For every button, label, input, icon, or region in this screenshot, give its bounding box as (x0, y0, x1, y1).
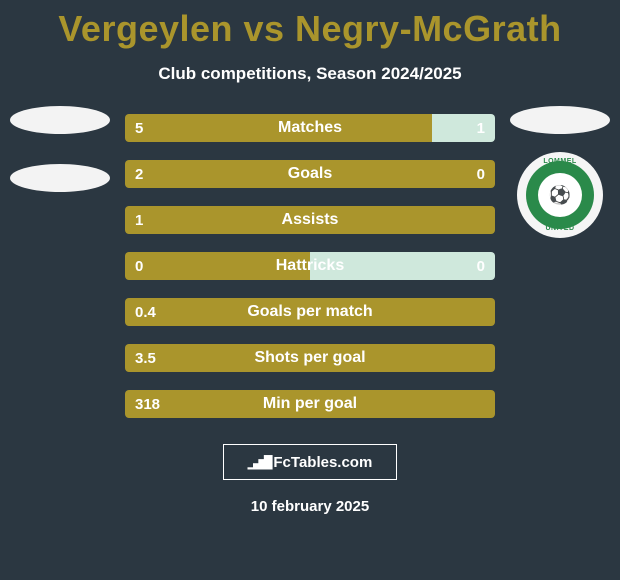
stat-bar: Goals20 (125, 160, 495, 188)
club-text-bottom: UNITED (517, 225, 603, 232)
bar-segment-right (432, 114, 495, 142)
comparison-infographic: Vergeylen vs Negry-McGrath Club competit… (0, 0, 620, 580)
page-title: Vergeylen vs Negry-McGrath (0, 0, 620, 50)
footer-date: 10 february 2025 (0, 498, 620, 515)
stat-bars: Matches51 Goals20 Assists1 Hattricks00 Goals… (125, 114, 495, 418)
right-badge-placeholder-1 (510, 106, 610, 134)
bar-segment-full (125, 298, 495, 326)
bar-segment-left (125, 160, 495, 188)
stat-bar: Matches51 (125, 114, 495, 142)
stat-bar: Goals per match0.4 (125, 298, 495, 326)
club-center: ⚽ (538, 173, 582, 217)
bar-segment-full (125, 344, 495, 372)
bar-segment-full (125, 206, 495, 234)
left-badge-placeholder-2 (10, 164, 110, 192)
bar-segment-full (125, 390, 495, 418)
chart-area: LOMMEL ⚽ UNITED Matches51 Goals20 Assists1… (0, 114, 620, 418)
page-subtitle: Club competitions, Season 2024/2025 (0, 64, 620, 84)
stat-bar: Hattricks00 (125, 252, 495, 280)
brand-box: ▁▃▅▇ FcTables.com (223, 444, 397, 480)
left-badge-placeholder-1 (10, 106, 110, 134)
club-text-top: LOMMEL (517, 158, 603, 165)
brand-chart-icon: ▁▃▅▇ (248, 454, 270, 470)
bar-segment-left (125, 114, 432, 142)
club-inner-ring: ⚽ (526, 161, 594, 229)
brand-label: FcTables.com (273, 454, 372, 471)
stat-bar: Min per goal318 (125, 390, 495, 418)
right-club-badge: LOMMEL ⚽ UNITED (517, 152, 603, 238)
stat-bar: Assists1 (125, 206, 495, 234)
soccer-ball-icon: ⚽ (545, 180, 575, 210)
bar-segment-left (125, 252, 310, 280)
stat-bar: Shots per goal3.5 (125, 344, 495, 372)
left-team-badges (10, 106, 110, 192)
bar-segment-right (310, 252, 495, 280)
right-team-badges: LOMMEL ⚽ UNITED (510, 106, 610, 238)
